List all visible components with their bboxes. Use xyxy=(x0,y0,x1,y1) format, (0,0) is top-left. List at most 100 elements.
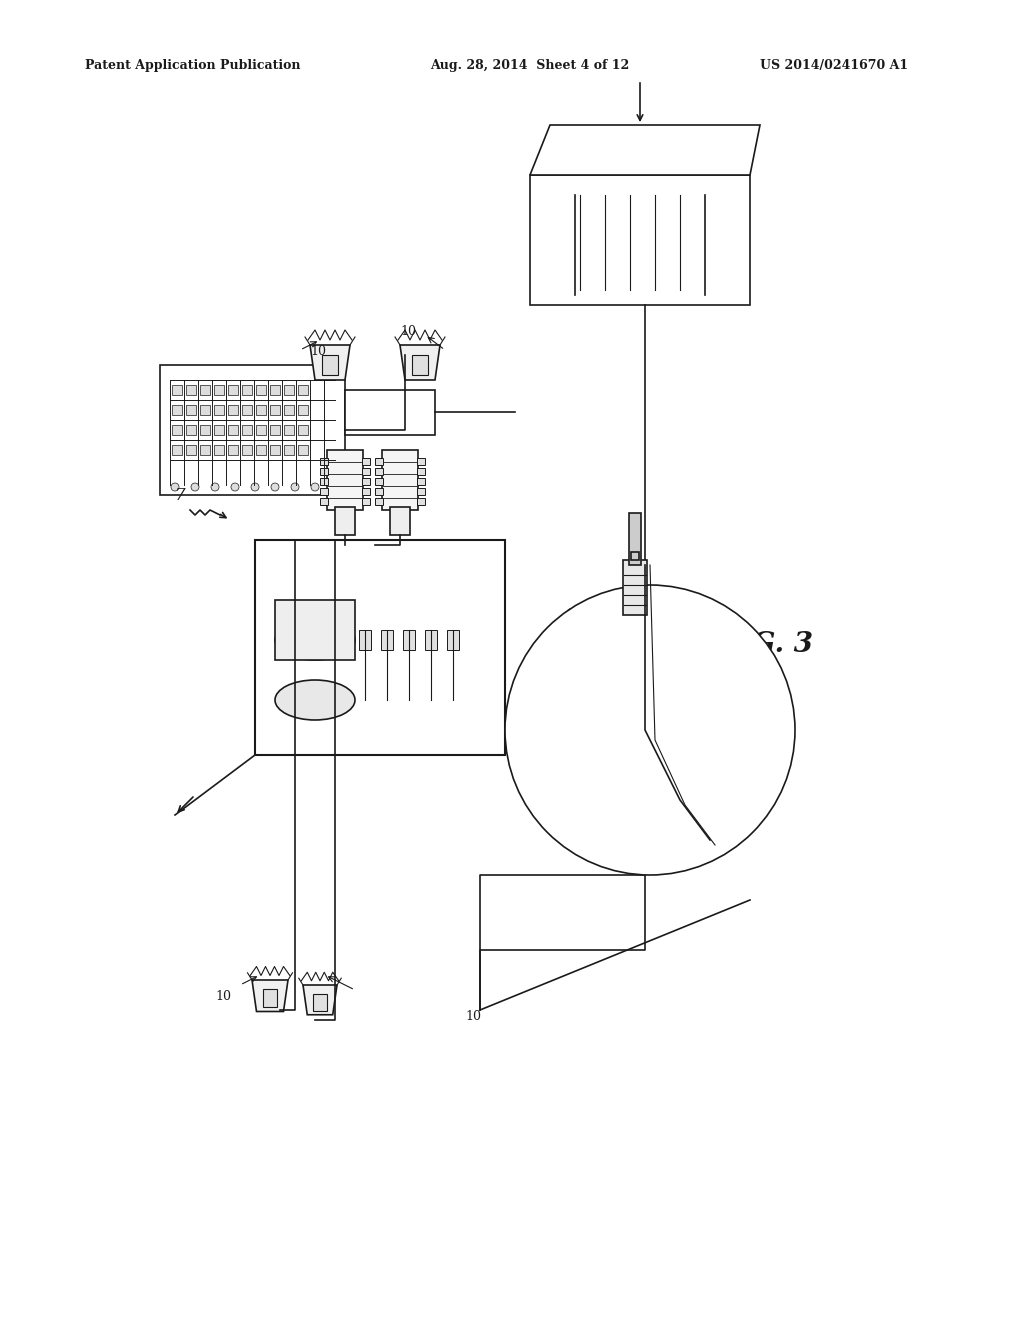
Bar xyxy=(417,478,425,484)
Bar xyxy=(412,355,428,375)
Circle shape xyxy=(191,483,199,491)
Bar xyxy=(319,458,328,465)
Bar xyxy=(417,498,425,506)
Bar xyxy=(623,560,647,615)
Text: 10: 10 xyxy=(400,325,416,338)
Bar xyxy=(298,445,308,455)
Bar xyxy=(345,389,435,436)
Bar xyxy=(319,498,328,506)
Bar xyxy=(382,450,418,510)
Bar xyxy=(186,385,196,395)
Text: 10: 10 xyxy=(310,345,326,358)
Ellipse shape xyxy=(275,680,355,719)
Text: 10: 10 xyxy=(465,1010,481,1023)
Bar xyxy=(417,469,425,475)
Bar xyxy=(375,488,383,495)
Bar xyxy=(228,405,238,414)
Bar xyxy=(319,478,328,484)
Bar xyxy=(270,425,280,436)
Bar xyxy=(381,630,393,649)
Bar xyxy=(160,366,345,495)
Bar xyxy=(172,425,182,436)
Bar xyxy=(242,445,252,455)
Bar xyxy=(270,445,280,455)
Bar xyxy=(284,385,294,395)
Bar xyxy=(362,458,370,465)
Circle shape xyxy=(251,483,259,491)
Bar xyxy=(200,405,210,414)
Bar xyxy=(275,601,355,660)
Bar xyxy=(362,478,370,484)
Polygon shape xyxy=(400,345,440,380)
Bar xyxy=(327,450,362,510)
Bar xyxy=(256,445,266,455)
Bar xyxy=(375,478,383,484)
Circle shape xyxy=(231,483,239,491)
Bar xyxy=(172,445,182,455)
Text: 150: 150 xyxy=(565,609,592,622)
Bar xyxy=(186,425,196,436)
Bar xyxy=(362,488,370,495)
Circle shape xyxy=(505,585,795,875)
Polygon shape xyxy=(303,985,337,1015)
Polygon shape xyxy=(310,345,350,380)
Text: Aug. 28, 2014  Sheet 4 of 12: Aug. 28, 2014 Sheet 4 of 12 xyxy=(430,58,630,71)
Bar xyxy=(629,513,641,565)
Bar xyxy=(255,540,505,755)
Text: Patent Application Publication: Patent Application Publication xyxy=(85,58,300,71)
Bar xyxy=(186,445,196,455)
Bar xyxy=(359,630,371,649)
Bar xyxy=(284,425,294,436)
Bar xyxy=(200,445,210,455)
Text: 7: 7 xyxy=(175,487,185,504)
Bar xyxy=(319,488,328,495)
Bar xyxy=(214,405,224,414)
Circle shape xyxy=(271,483,279,491)
Bar xyxy=(322,355,338,375)
Bar xyxy=(200,385,210,395)
Bar xyxy=(270,385,280,395)
Text: 10: 10 xyxy=(215,990,231,1003)
Bar xyxy=(447,630,459,649)
Bar xyxy=(242,425,252,436)
Circle shape xyxy=(211,483,219,491)
Bar xyxy=(200,425,210,436)
Bar xyxy=(390,507,410,535)
Bar xyxy=(228,445,238,455)
Bar xyxy=(270,405,280,414)
Bar xyxy=(214,445,224,455)
Bar xyxy=(172,405,182,414)
Bar xyxy=(228,425,238,436)
Bar xyxy=(425,630,437,649)
Bar xyxy=(172,385,182,395)
Bar xyxy=(256,385,266,395)
Bar xyxy=(530,176,750,305)
Bar xyxy=(298,425,308,436)
Bar xyxy=(631,552,639,560)
Bar xyxy=(284,405,294,414)
Bar xyxy=(335,507,355,535)
Circle shape xyxy=(311,483,319,491)
Bar xyxy=(298,385,308,395)
Bar xyxy=(417,458,425,465)
Bar xyxy=(242,385,252,395)
Bar xyxy=(403,630,415,649)
Bar xyxy=(375,458,383,465)
Bar xyxy=(375,498,383,506)
Bar xyxy=(242,405,252,414)
Circle shape xyxy=(171,483,179,491)
Text: FIG. 3: FIG. 3 xyxy=(720,631,814,659)
Bar xyxy=(375,469,383,475)
Bar xyxy=(362,469,370,475)
Ellipse shape xyxy=(275,620,355,660)
Text: 50: 50 xyxy=(640,809,659,830)
Bar xyxy=(228,385,238,395)
Polygon shape xyxy=(530,125,760,176)
Bar xyxy=(263,989,278,1007)
Bar xyxy=(256,425,266,436)
Bar xyxy=(319,469,328,475)
Bar xyxy=(186,405,196,414)
Text: US 2014/0241670 A1: US 2014/0241670 A1 xyxy=(760,58,908,71)
Bar xyxy=(284,445,294,455)
Bar xyxy=(256,405,266,414)
